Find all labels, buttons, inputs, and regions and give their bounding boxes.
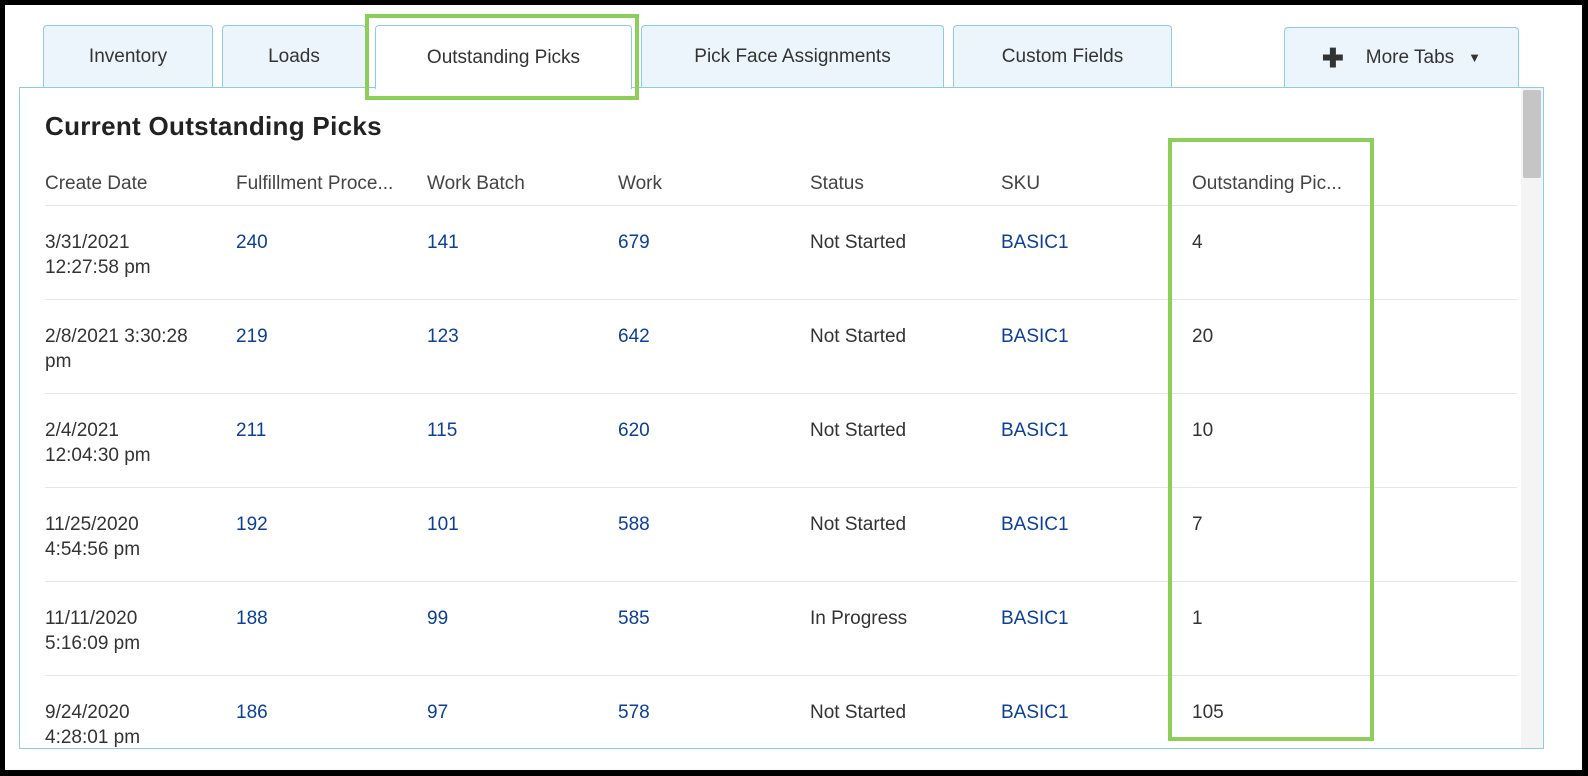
sku-link[interactable]: BASIC1 [1001, 608, 1069, 629]
create-date-line: 2/4/2021 [45, 420, 119, 441]
create-time-line: 5:16:09 pm [45, 633, 141, 654]
tab-loads[interactable]: Loads [222, 25, 366, 87]
create-date-cell: 2/8/2021 3:30:28 pm [45, 324, 225, 374]
create-time-line: 4:28:01 pm [45, 727, 141, 748]
work-link[interactable]: 642 [618, 326, 650, 347]
outstanding-picks-cell: 20 [1192, 326, 1214, 347]
chevron-down-icon: ▼ [1468, 50, 1482, 65]
fulfillment-process-link[interactable]: 188 [236, 608, 268, 629]
create-time-line: 12:04:30 pm [45, 445, 151, 466]
outstanding-picks-cell: 105 [1192, 702, 1224, 723]
create-date-cell: 11/11/2020 5:16:09 pm [45, 606, 225, 656]
create-time-line: 12:27:58 pm [45, 257, 151, 278]
tab-label: Custom Fields [1001, 45, 1124, 67]
tab-custom-fields[interactable]: Custom Fields [953, 25, 1172, 87]
status-cell: Not Started [810, 326, 907, 347]
sku-link[interactable]: BASIC1 [1001, 232, 1069, 253]
picks-table: Create Date Fulfillment Proce... Work Ba… [45, 168, 1517, 748]
panel-title: Current Outstanding Picks [45, 111, 382, 141]
tab-outstanding-picks[interactable]: Outstanding Picks [375, 25, 632, 89]
scrollbar-thumb[interactable] [1523, 90, 1541, 178]
create-date-line: 9/24/2020 [45, 702, 130, 723]
create-date-line: 11/25/2020 [45, 514, 139, 535]
create-date-line: 11/11/2020 [45, 608, 138, 629]
fulfillment-process-link[interactable]: 186 [236, 702, 268, 723]
table-row: 2/8/2021 3:30:28 pm 219 123 642 Not Start… [45, 299, 1517, 393]
column-header-status[interactable]: Status [810, 173, 864, 194]
create-date-cell: 11/25/2020 4:54:56 pm [45, 512, 225, 562]
work-batch-link[interactable]: 101 [427, 514, 459, 535]
work-batch-link[interactable]: 97 [427, 702, 449, 723]
column-header-outstanding-picks[interactable]: Outstanding Pic... [1192, 173, 1342, 194]
fulfillment-process-link[interactable]: 219 [236, 326, 268, 347]
work-batch-link[interactable]: 99 [427, 608, 449, 629]
status-cell: In Progress [810, 608, 908, 629]
column-header-work-batch[interactable]: Work Batch [427, 173, 525, 194]
outstanding-picks-cell: 4 [1192, 232, 1203, 253]
create-date-line: 3/31/2021 [45, 232, 130, 253]
tab-label: Outstanding Picks [426, 46, 581, 68]
create-time-line: pm [45, 351, 72, 372]
table-row: 2/4/2021 12:04:30 pm 211 115 620 Not Star… [45, 393, 1517, 487]
column-header-work[interactable]: Work [618, 173, 662, 194]
tab-label: Pick Face Assignments [694, 45, 891, 67]
outstanding-picks-panel: Current Outstanding Picks Create Date Fu… [19, 87, 1544, 749]
sku-link[interactable]: BASIC1 [1001, 702, 1069, 723]
column-header-sku[interactable]: SKU [1001, 173, 1041, 194]
scrollbar[interactable] [1521, 88, 1543, 748]
more-tabs-button[interactable]: ✚ More Tabs ▼ [1284, 27, 1519, 87]
sku-link[interactable]: BASIC1 [1001, 420, 1069, 441]
work-batch-link[interactable]: 123 [427, 326, 459, 347]
fulfillment-process-link[interactable]: 240 [236, 232, 268, 253]
tab-pick-face-assignments[interactable]: Pick Face Assignments [641, 25, 944, 87]
create-date-line: 2/8/2021 3:30:28 [45, 326, 188, 347]
sku-link[interactable]: BASIC1 [1001, 514, 1069, 535]
tab-label: Inventory [88, 45, 168, 67]
table-header: Create Date Fulfillment Proce... Work Ba… [45, 168, 1517, 205]
work-batch-link[interactable]: 115 [427, 420, 458, 441]
work-link[interactable]: 588 [618, 514, 650, 535]
work-batch-link[interactable]: 141 [427, 232, 459, 253]
work-link[interactable]: 620 [618, 420, 650, 441]
create-date-cell: 3/31/2021 12:27:58 pm [45, 230, 225, 280]
table-row: 9/24/2020 4:28:01 pm 186 97 578 Not Start… [45, 675, 1517, 748]
fulfillment-process-link[interactable]: 211 [236, 420, 267, 441]
work-link[interactable]: 578 [618, 702, 650, 723]
outstanding-picks-cell: 10 [1192, 420, 1214, 441]
status-cell: Not Started [810, 232, 907, 253]
sku-link[interactable]: BASIC1 [1001, 326, 1069, 347]
table-row: 11/11/2020 5:16:09 pm 188 99 585 In Progr… [45, 581, 1517, 675]
more-tabs-label: More Tabs [1365, 46, 1455, 68]
create-date-cell: 9/24/2020 4:28:01 pm [45, 700, 225, 748]
create-date-cell: 2/4/2021 12:04:30 pm [45, 418, 225, 468]
column-header-fulfillment-process[interactable]: Fulfillment Proce... [236, 173, 394, 194]
work-link[interactable]: 585 [618, 608, 650, 629]
work-link[interactable]: 679 [618, 232, 650, 253]
tab-inventory[interactable]: Inventory [43, 25, 213, 87]
status-cell: Not Started [810, 420, 907, 441]
create-time-line: 4:54:56 pm [45, 539, 141, 560]
outstanding-picks-cell: 7 [1192, 514, 1203, 535]
column-header-create-date[interactable]: Create Date [45, 173, 148, 194]
status-cell: Not Started [810, 702, 907, 723]
outstanding-picks-cell: 1 [1192, 608, 1203, 629]
fulfillment-process-link[interactable]: 192 [236, 514, 268, 535]
tab-label: Loads [268, 45, 320, 67]
table-row: 11/25/2020 4:54:56 pm 192 101 588 Not Sta… [45, 487, 1517, 581]
table-row: 3/31/2021 12:27:58 pm 240 141 679 Not Sta… [45, 205, 1517, 299]
status-cell: Not Started [810, 514, 907, 535]
plus-icon: ✚ [1321, 42, 1344, 73]
